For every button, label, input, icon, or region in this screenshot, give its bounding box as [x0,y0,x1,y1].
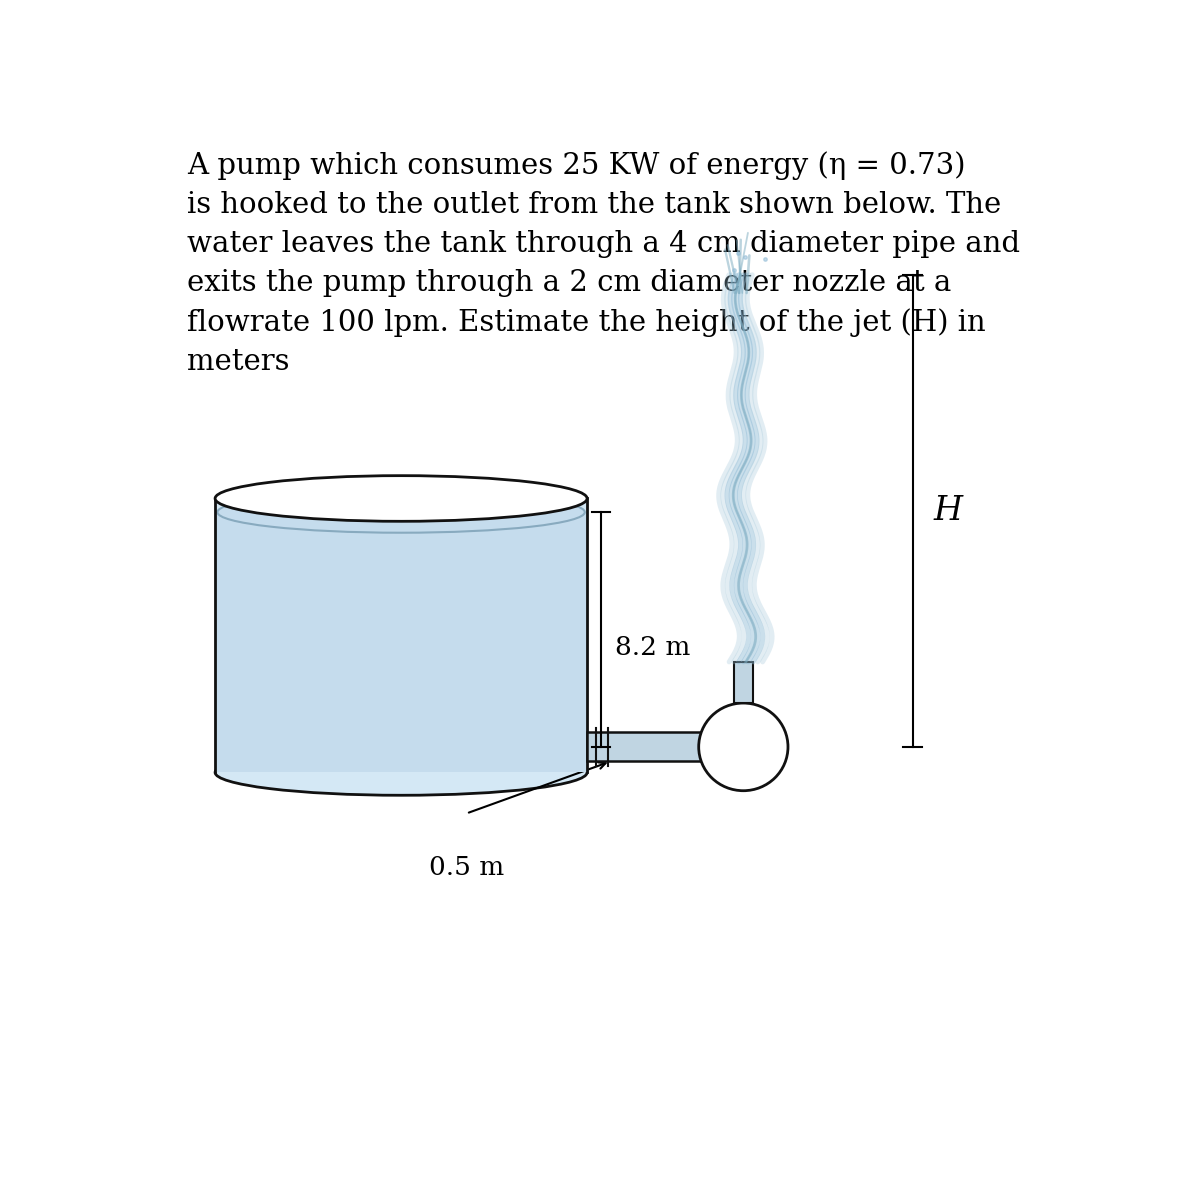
Text: 0.5 m: 0.5 m [428,855,504,880]
Bar [734,662,752,703]
Ellipse shape [215,750,587,796]
Ellipse shape [215,476,587,522]
Bar [215,512,587,772]
Text: H: H [934,495,962,527]
Ellipse shape [217,492,584,533]
Bar [215,498,587,772]
Text: A pump which consumes 25 KW of energy (η = 0.73)
is hooked to the outlet from th: A pump which consumes 25 KW of energy (η… [187,152,1020,376]
Circle shape [698,703,788,791]
Bar [587,732,703,761]
Text: 8.2 m: 8.2 m [616,636,690,661]
